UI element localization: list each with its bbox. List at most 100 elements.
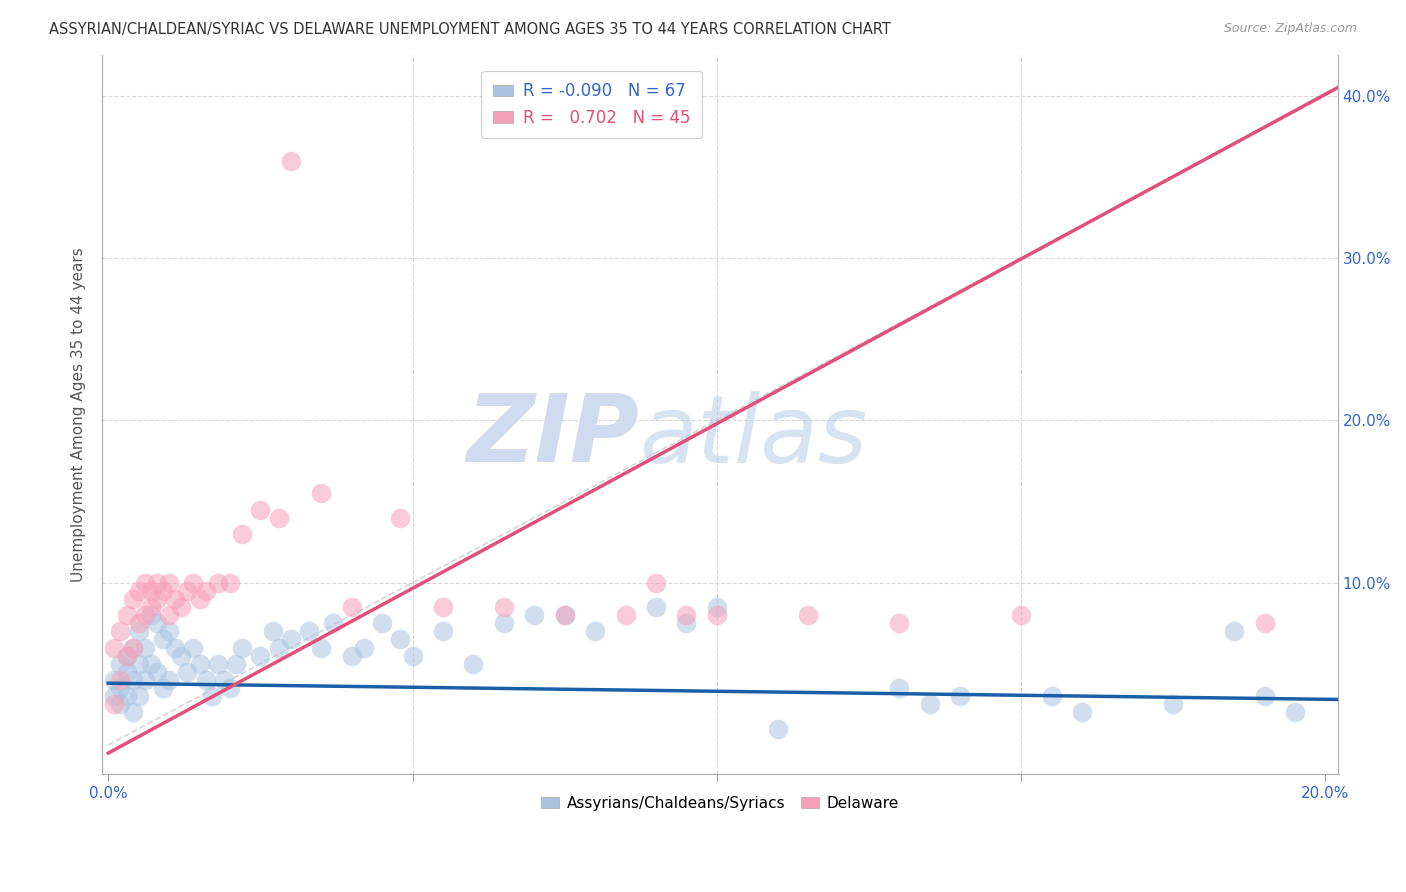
Point	[176, 665, 198, 679]
Point	[110, 681, 132, 695]
Point	[157, 608, 180, 623]
Point	[115, 665, 138, 679]
Point	[207, 575, 229, 590]
Point	[262, 624, 284, 639]
Point	[249, 648, 271, 663]
Point	[103, 640, 125, 655]
Point	[340, 648, 363, 663]
Point	[267, 510, 290, 524]
Point	[170, 648, 193, 663]
Point	[188, 591, 211, 606]
Point	[139, 599, 162, 614]
Point	[311, 486, 333, 500]
Point	[1010, 608, 1032, 623]
Point	[645, 599, 668, 614]
Point	[115, 690, 138, 704]
Point	[201, 690, 224, 704]
Point	[1253, 616, 1275, 631]
Text: ASSYRIAN/CHALDEAN/SYRIAC VS DELAWARE UNEMPLOYMENT AMONG AGES 35 TO 44 YEARS CORR: ASSYRIAN/CHALDEAN/SYRIAC VS DELAWARE UNE…	[49, 22, 891, 37]
Point	[115, 648, 138, 663]
Point	[614, 608, 637, 623]
Point	[183, 575, 205, 590]
Y-axis label: Unemployment Among Ages 35 to 44 years: Unemployment Among Ages 35 to 44 years	[72, 247, 86, 582]
Point	[121, 591, 143, 606]
Point	[128, 624, 150, 639]
Point	[157, 624, 180, 639]
Point	[157, 575, 180, 590]
Point	[146, 665, 169, 679]
Point	[249, 502, 271, 516]
Point	[134, 673, 156, 687]
Text: ZIP: ZIP	[467, 390, 640, 483]
Point	[583, 624, 606, 639]
Text: Source: ZipAtlas.com: Source: ZipAtlas.com	[1223, 22, 1357, 36]
Point	[554, 608, 576, 623]
Point	[389, 632, 412, 647]
Point	[889, 616, 911, 631]
Legend: Assyrians/Chaldeans/Syriacs, Delaware: Assyrians/Chaldeans/Syriacs, Delaware	[534, 789, 905, 817]
Point	[103, 690, 125, 704]
Point	[128, 583, 150, 598]
Point	[432, 624, 454, 639]
Point	[797, 608, 820, 623]
Point	[110, 657, 132, 671]
Point	[121, 673, 143, 687]
Point	[1163, 698, 1185, 712]
Point	[103, 698, 125, 712]
Point	[1284, 706, 1306, 720]
Point	[110, 698, 132, 712]
Point	[389, 510, 412, 524]
Point	[225, 657, 247, 671]
Point	[889, 681, 911, 695]
Point	[115, 648, 138, 663]
Point	[128, 616, 150, 631]
Point	[110, 673, 132, 687]
Point	[188, 657, 211, 671]
Point	[1253, 690, 1275, 704]
Point	[165, 591, 187, 606]
Point	[152, 632, 174, 647]
Point	[554, 608, 576, 623]
Point	[675, 608, 697, 623]
Point	[212, 673, 235, 687]
Point	[146, 591, 169, 606]
Point	[706, 599, 728, 614]
Point	[280, 632, 302, 647]
Point	[128, 690, 150, 704]
Point	[139, 657, 162, 671]
Point	[766, 722, 789, 736]
Point	[219, 575, 242, 590]
Point	[280, 153, 302, 168]
Point	[311, 640, 333, 655]
Point	[492, 599, 515, 614]
Point	[1071, 706, 1094, 720]
Text: atlas: atlas	[640, 391, 868, 482]
Point	[219, 681, 242, 695]
Point	[176, 583, 198, 598]
Point	[918, 698, 941, 712]
Point	[1223, 624, 1246, 639]
Point	[207, 657, 229, 671]
Point	[165, 640, 187, 655]
Point	[298, 624, 321, 639]
Point	[231, 527, 253, 541]
Point	[152, 681, 174, 695]
Point	[139, 583, 162, 598]
Point	[115, 608, 138, 623]
Point	[267, 640, 290, 655]
Point	[170, 599, 193, 614]
Point	[492, 616, 515, 631]
Point	[121, 640, 143, 655]
Point	[645, 575, 668, 590]
Point	[121, 706, 143, 720]
Point	[134, 608, 156, 623]
Point	[322, 616, 344, 631]
Point	[371, 616, 394, 631]
Point	[401, 648, 423, 663]
Point	[157, 673, 180, 687]
Point	[110, 624, 132, 639]
Point	[152, 583, 174, 598]
Point	[146, 616, 169, 631]
Point	[523, 608, 546, 623]
Point	[949, 690, 972, 704]
